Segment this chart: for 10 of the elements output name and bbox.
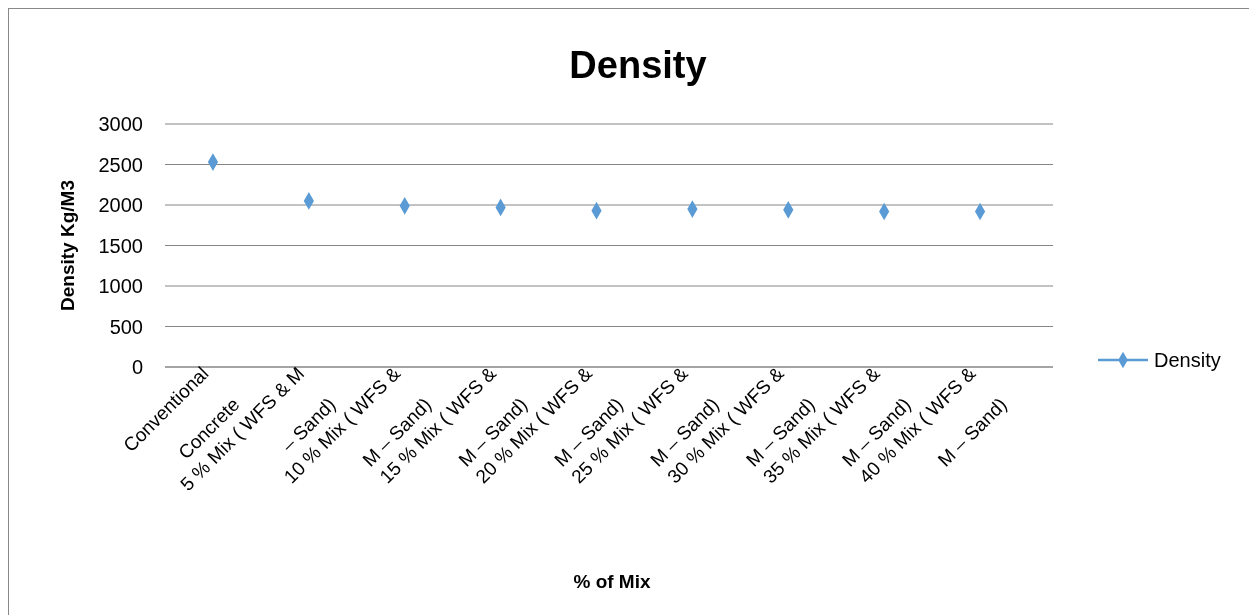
y-tick-label: 500 [109,315,143,338]
y-tick-label: 2500 [98,153,143,176]
chart-title: Density [569,44,707,86]
y-axis-title: Density Kg/M3 [57,180,78,311]
legend-label: Density [1154,349,1221,371]
y-tick-label: 1000 [98,275,143,297]
y-tick-label: 3000 [98,113,143,135]
y-tick-label: 2000 [98,194,143,216]
y-tick-label: 1500 [98,234,143,257]
x-axis-title: % of Mix [573,571,651,592]
